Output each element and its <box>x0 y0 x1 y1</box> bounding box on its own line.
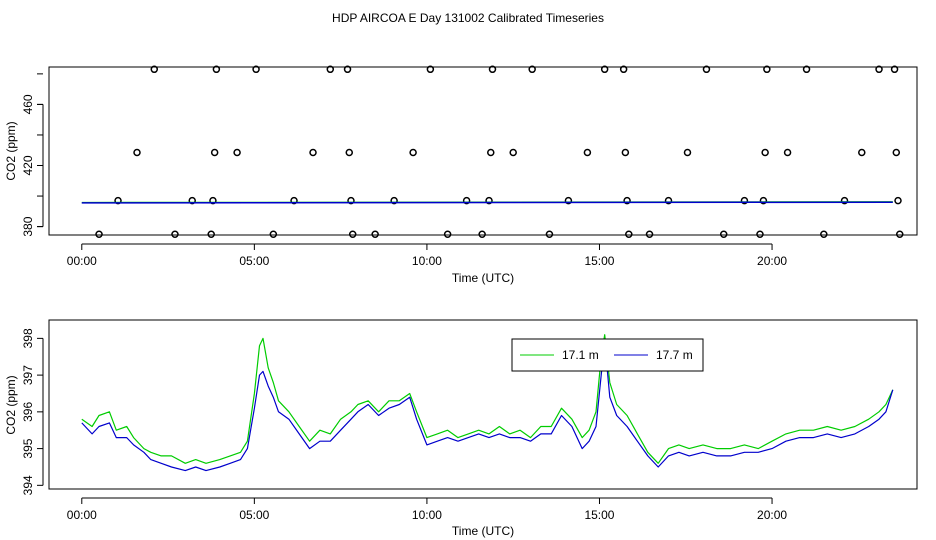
data-point <box>443 230 452 238</box>
data-point <box>820 230 828 238</box>
data-point <box>719 230 728 238</box>
data-point <box>759 196 768 205</box>
panel-bottom: 00:00 05:00 10:00 15:00 20:00 394 395 396 397 398… <box>4 319 918 538</box>
data-point <box>326 65 335 74</box>
x-tick-label: 00:00 <box>67 254 97 268</box>
data-point <box>188 196 196 205</box>
axes-bottom: 00:00 05:00 10:00 15:00 20:00 394 395 396 397 398 <box>21 328 787 522</box>
legend: 17.1 m 17.7 m <box>511 338 704 372</box>
plot-frame-bottom <box>48 319 918 490</box>
plot-frame-top <box>48 66 918 236</box>
data-point <box>890 65 899 74</box>
series-line-17-1-m <box>81 334 894 464</box>
series-line-17-7-m <box>81 341 894 472</box>
x-tick-label: 20:00 <box>757 254 787 268</box>
x-tick-label: 00:00 <box>67 508 97 522</box>
x-tick-label: 10:00 <box>412 508 442 522</box>
data-point <box>645 230 654 238</box>
data-point <box>95 230 103 238</box>
series-line-17-7-m <box>81 201 893 204</box>
data-point <box>210 148 219 157</box>
data-point <box>702 65 711 74</box>
axes-top: 00:00 05:00 10:00 15:00 20:00 380 420 460 <box>21 73 787 268</box>
marks-top <box>81 65 904 238</box>
data-point <box>485 196 493 205</box>
data-point <box>683 148 692 157</box>
data-point <box>233 148 241 157</box>
data-point <box>269 230 278 238</box>
legend-label-17-7: 17.7 m <box>656 348 693 362</box>
data-point <box>371 230 379 238</box>
data-point <box>487 148 495 157</box>
data-point <box>761 148 769 157</box>
data-point <box>895 230 904 238</box>
data-point <box>621 148 630 157</box>
data-point <box>348 230 357 238</box>
data-point <box>252 65 260 74</box>
data-point <box>290 196 298 205</box>
data-point <box>802 65 811 74</box>
data-point <box>343 65 352 74</box>
x-tick-label: 15:00 <box>584 254 614 268</box>
data-point <box>858 148 866 157</box>
data-point <box>583 148 592 157</box>
panel-top: 00:00 05:00 10:00 15:00 20:00 380 420 460 Time … <box>4 65 918 285</box>
y-axis-label-top: CO2 (ppm) <box>4 121 18 180</box>
y-tick-label: 398 <box>21 328 35 348</box>
data-point <box>509 148 517 157</box>
data-point <box>114 196 122 205</box>
x-tick-label: 05:00 <box>239 508 269 522</box>
data-point <box>894 196 902 205</box>
x-tick-label: 10:00 <box>412 254 442 268</box>
data-point <box>426 65 435 74</box>
data-point <box>756 230 764 238</box>
legend-label-17-1: 17.1 m <box>562 348 599 362</box>
data-point <box>740 196 749 205</box>
data-point <box>133 148 141 157</box>
data-point <box>619 65 628 74</box>
y-tick-label: 397 <box>21 365 35 385</box>
data-point <box>462 196 471 205</box>
y-tick-label: 395 <box>21 438 35 458</box>
y-tick-label: 394 <box>21 475 35 495</box>
y-tick-label: 380 <box>21 216 35 236</box>
data-point <box>209 196 217 205</box>
data-point <box>763 65 771 74</box>
data-point <box>625 230 633 238</box>
x-axis-label-bottom: Time (UTC) <box>452 524 514 538</box>
data-point <box>840 196 849 205</box>
data-point <box>345 148 354 157</box>
data-point <box>478 230 486 238</box>
data-point <box>664 196 673 205</box>
data-point <box>545 230 554 238</box>
data-point <box>309 148 317 157</box>
data-point <box>488 65 497 74</box>
data-point <box>150 65 159 74</box>
data-point <box>207 230 215 238</box>
data-point <box>564 196 573 205</box>
marks-bottom <box>81 334 894 472</box>
chart-title: HDP AIRCOA E Day 131002 Calibrated Times… <box>332 11 604 25</box>
data-point <box>600 65 609 74</box>
data-point <box>892 148 901 157</box>
data-point <box>212 65 221 74</box>
data-point <box>783 148 792 157</box>
x-axis-label-top: Time (UTC) <box>452 271 514 285</box>
x-tick-label: 20:00 <box>757 508 787 522</box>
data-point <box>347 196 355 205</box>
y-tick-label: 460 <box>21 94 35 114</box>
data-point <box>623 196 631 205</box>
x-tick-label: 15:00 <box>584 508 614 522</box>
y-tick-label: 396 <box>21 402 35 422</box>
data-point <box>390 196 398 205</box>
data-point <box>171 230 179 238</box>
x-tick-label: 05:00 <box>239 254 269 268</box>
y-tick-label: 420 <box>21 155 35 175</box>
data-point <box>528 65 536 74</box>
data-point <box>409 148 417 157</box>
y-axis-label-bottom: CO2 (ppm) <box>4 375 18 434</box>
data-point <box>875 65 883 74</box>
